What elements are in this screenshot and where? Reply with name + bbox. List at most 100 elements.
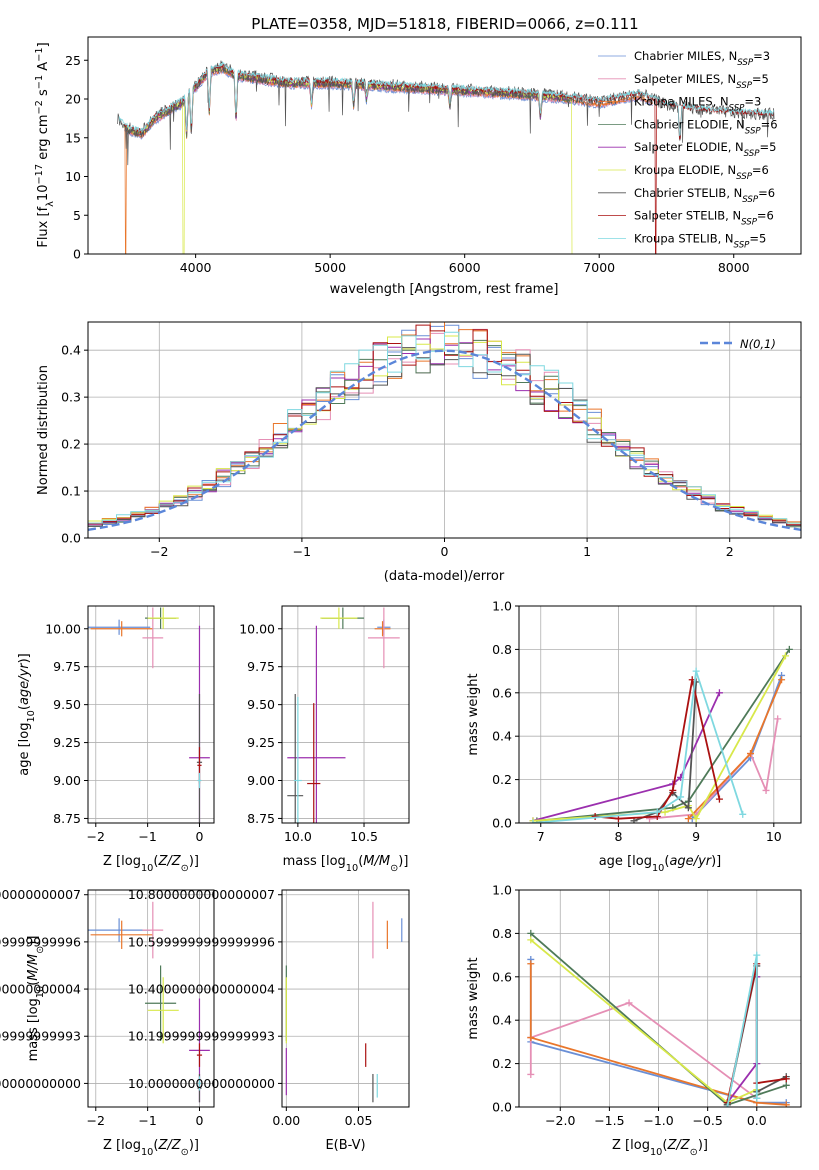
y-tick-label: 0.6 xyxy=(492,969,512,984)
legend-label: Kroupa MILES, NSSP=3 xyxy=(634,95,761,114)
y-tick-label: 10.1999999999999993 xyxy=(0,1029,81,1044)
y-tick-label: 0.0 xyxy=(492,1100,512,1115)
y-tick-label: 10 xyxy=(65,169,81,184)
mass_vs_Z-ylabel: mass [log10(M/M⊙)] xyxy=(26,936,46,1062)
weight_vs_Z-ylabel: mass weight xyxy=(466,957,481,1039)
x-tick-label: 0.00 xyxy=(272,1113,300,1128)
x-tick-label: 0 xyxy=(196,829,204,844)
x-tick-label: 8 xyxy=(614,829,622,844)
mass_vs_EBV-panel: 0.00 0.05 10.0000000000000000 10.1999999999… xyxy=(128,887,410,1153)
weight-point-marker xyxy=(669,786,677,794)
weight-point-marker xyxy=(684,815,692,823)
y-tick-label: 10.8000000000000007 xyxy=(128,887,275,902)
weight-point-marker xyxy=(785,645,793,653)
x-tick-label: −2 xyxy=(87,829,105,844)
y-tick-label: 0.2 xyxy=(492,772,512,787)
x-tick-label: −1 xyxy=(138,829,156,844)
y-tick-label: 5 xyxy=(73,208,81,223)
mass_vs_Z-panel: −2 −1 0 10.0000000000000000 10.1999999999999… xyxy=(0,887,215,1158)
figure-title: PLATE=0358, MJD=51818, FIBERID=0066, z=0… xyxy=(251,15,638,33)
weight-point-marker xyxy=(529,819,537,823)
y-tick-label: 8.75 xyxy=(247,811,275,826)
age_vs_mass-frame xyxy=(281,605,410,824)
residuals-legend: N(0,1) xyxy=(700,337,776,351)
weight-point-marker xyxy=(778,676,786,684)
y-tick-label: 0.4 xyxy=(61,343,81,358)
y-tick-label: 9.25 xyxy=(53,735,81,750)
legend-label: Salpeter STELIB, NSSP=6 xyxy=(634,209,774,228)
y-tick-label: 9.50 xyxy=(247,697,275,712)
mass_vs_EBV-xlabel: E(B-V) xyxy=(325,1138,365,1153)
spectrum-line xyxy=(118,61,775,137)
weight_vs_age-ylabel: mass weight xyxy=(466,673,481,755)
weight_vs_age-panel: 7 8 9 10 0.0 0.2 0.4 0.6 0.8 1.0 age [log10(age/yr… xyxy=(466,599,802,874)
y-tick-label: 0.8 xyxy=(492,642,512,657)
age_vs_Z-grid xyxy=(88,606,214,823)
weight_vs_age-frame xyxy=(518,605,802,824)
spectrum-legend: Chabrier MILES, NSSP=3 Salpeter MILES, NS… xyxy=(598,49,778,250)
y-tick-label: 10.00 xyxy=(45,621,81,636)
legend-label: Chabrier STELIB, NSSP=6 xyxy=(634,186,775,205)
y-tick-label: 0.6 xyxy=(492,685,512,700)
weight-series-line xyxy=(529,1001,758,1100)
residuals-panel: −2 −1 0 1 2 0.0 0.1 0.2 0.3 0.4 N(0,1) (data-model)… xyxy=(36,321,802,584)
y-tick-label: 0.3 xyxy=(61,390,81,405)
weight-point-marker xyxy=(781,652,789,660)
x-tick-label: −1.0 xyxy=(643,1113,673,1128)
weight-point-marker xyxy=(762,786,770,794)
age_vs_mass-xlabel: mass [log10(M/M⊙)] xyxy=(283,854,409,874)
residuals-xlabel: (data-model)/error xyxy=(384,569,505,584)
age_vs_Z-plot-area xyxy=(88,607,210,823)
weight-point-marker xyxy=(527,1034,535,1042)
x-tick-label: 10.5 xyxy=(350,829,378,844)
mass_vs_EBV-frame xyxy=(281,889,410,1108)
legend-label: N(0,1) xyxy=(740,337,776,351)
weight-series-line xyxy=(536,648,791,822)
weight-point-marker xyxy=(661,808,669,816)
y-tick-label: 9.00 xyxy=(247,773,275,788)
y-tick-label: 10.5999999999999996 xyxy=(128,934,275,949)
spectrum-line xyxy=(123,67,573,138)
y-tick-label: 9.75 xyxy=(53,659,81,674)
age_vs_Z-panel: −2 −1 0 8.75 9.00 9.25 9.50 9.75 10.00 Z [log10(Z… xyxy=(17,605,215,874)
legend-label: Kroupa ELODIE, NSSP=6 xyxy=(634,163,769,182)
weight_vs_age-grid xyxy=(519,605,801,824)
weight-point-marker xyxy=(653,808,661,816)
x-tick-label: 10 xyxy=(766,829,782,844)
x-tick-label: 7 xyxy=(537,829,545,844)
weight-point-marker xyxy=(715,795,723,803)
age_vs_mass-grid xyxy=(282,606,409,823)
y-tick-label: 10.8000000000000007 xyxy=(0,887,81,902)
weight_vs_Z-xlabel: Z [log10(Z/Z⊙)] xyxy=(612,1138,708,1158)
spectrum-panel: 4000 5000 6000 7000 8000 0 5 10 15 20 25 Chabrier M… xyxy=(34,36,802,297)
mass_vs_Z-plot-area xyxy=(88,901,210,1103)
normal-reference-curve xyxy=(88,349,801,531)
weight-point-marker xyxy=(692,678,700,686)
weight-point-marker xyxy=(774,715,782,723)
legend-label: Kroupa STELIB, NSSP=5 xyxy=(634,231,766,250)
mass_vs_EBV-grid xyxy=(282,890,409,1107)
mass_vs_Z-grid xyxy=(88,890,214,1107)
weight-point-marker xyxy=(723,1103,731,1107)
spectrum-plot-area xyxy=(117,60,775,254)
weight-point-marker xyxy=(684,804,692,812)
y-tick-label: 0.4 xyxy=(492,1013,512,1028)
y-tick-label: 0.1 xyxy=(61,484,81,499)
histogram-step xyxy=(88,331,801,538)
y-tick-label: 0.8 xyxy=(492,926,512,941)
age_vs_Z-xlabel: Z [log10(Z/Z⊙)] xyxy=(103,854,199,874)
age_vs_Z-ylabel: age [log10(age/yr)] xyxy=(17,653,37,776)
x-tick-label: −1 xyxy=(293,544,311,559)
x-tick-label: 0.05 xyxy=(345,1113,373,1128)
y-tick-label: 9.75 xyxy=(247,659,275,674)
y-tick-label: 25 xyxy=(65,53,81,68)
y-tick-label: 1.0 xyxy=(492,599,512,614)
weight-series-line xyxy=(595,679,721,820)
residuals-ylabel: Normed distribution xyxy=(36,365,51,495)
weight_vs_age-plot-area xyxy=(529,645,793,823)
spectrum-frame xyxy=(87,36,802,255)
weight-series-line xyxy=(532,670,744,823)
y-tick-label: 0.2 xyxy=(492,1056,512,1071)
